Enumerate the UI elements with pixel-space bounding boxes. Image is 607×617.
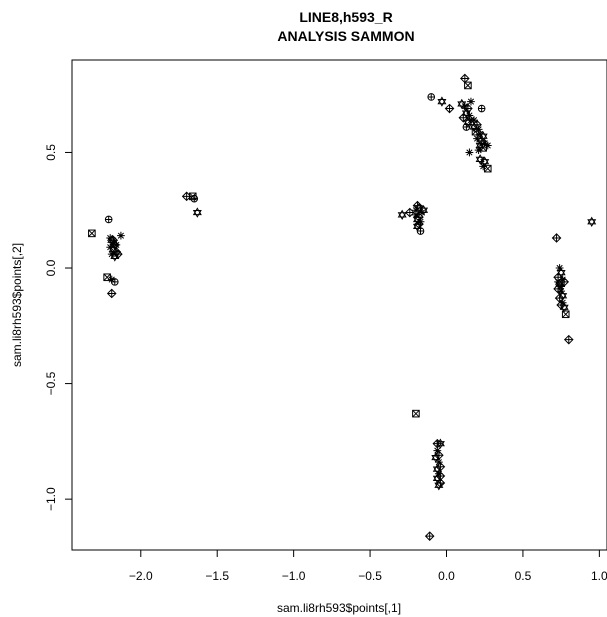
data-point: [477, 104, 486, 113]
x-axis: −2.0 −1.5 −1.0 −0.5 0.0 0.5 1.0: [129, 549, 607, 583]
data-point: [557, 282, 566, 291]
data-point: [190, 194, 199, 203]
data-point: [464, 81, 472, 90]
data-point: [433, 446, 442, 455]
data-point: [104, 215, 113, 224]
data-point: [405, 207, 415, 218]
data-point: [458, 112, 469, 123]
data-point: [561, 310, 570, 319]
data-point: [559, 302, 569, 313]
data-point: [555, 264, 564, 272]
data-point: [427, 93, 436, 101]
data-point: [192, 207, 202, 218]
y-tick-label: −1.0: [44, 487, 58, 511]
x-tick-label: −1.0: [282, 569, 306, 583]
x-tick-label: 1.0: [591, 569, 607, 583]
data-point: [111, 278, 119, 286]
data-point: [474, 146, 483, 155]
data-point: [483, 164, 492, 173]
chart-subtitle: ANALYSIS SAMMON: [277, 28, 414, 44]
x-tick-label: −1.5: [205, 569, 229, 583]
chart-title: LINE8,h593_R: [299, 9, 392, 25]
data-point: [434, 458, 443, 467]
data-point: [460, 102, 469, 111]
data-point: [563, 334, 574, 345]
data-point: [435, 438, 445, 449]
data-point: [554, 277, 562, 286]
x-tick-label: −2.0: [129, 569, 153, 583]
y-tick-label: 0.5: [44, 144, 58, 161]
x-tick-label: 0.5: [515, 569, 532, 583]
data-point: [416, 227, 425, 235]
data-point: [479, 162, 488, 171]
data-point: [551, 233, 562, 243]
data-point: [460, 73, 470, 84]
data-point: [432, 438, 443, 449]
y-tick-label: 0.0: [44, 259, 58, 276]
data-point: [467, 97, 475, 106]
data-point: [483, 141, 492, 150]
data-point: [106, 288, 117, 299]
data-point: [434, 480, 444, 491]
data-point: [480, 139, 489, 148]
data-point: [107, 275, 116, 284]
data-point: [412, 210, 420, 219]
data-point: [88, 229, 96, 238]
y-axis: −1.0 −0.5 0.0 0.5: [44, 144, 73, 511]
data-point: [431, 452, 441, 463]
plot-frame: [71, 59, 607, 551]
data-points: [88, 73, 597, 541]
data-point: [419, 205, 429, 216]
data-point: [587, 216, 597, 227]
data-point: [397, 209, 407, 221]
data-point: [556, 267, 566, 278]
x-axis-label: sam.li8rh593$points[,1]: [277, 601, 401, 615]
data-point: [465, 148, 474, 157]
y-tick-label: −0.5: [44, 371, 58, 395]
data-point: [557, 287, 566, 296]
x-tick-label: 0.0: [438, 569, 455, 583]
data-point: [462, 123, 471, 131]
y-axis-label: sam.li8rh593$points[,2]: [10, 243, 24, 367]
data-point: [465, 111, 474, 120]
data-point: [432, 473, 442, 484]
data-point: [112, 241, 121, 249]
x-tick-label: −0.5: [358, 569, 382, 583]
data-point: [437, 96, 447, 107]
data-point: [117, 231, 125, 240]
data-point: [473, 134, 481, 143]
data-point: [108, 235, 119, 246]
data-point: [113, 249, 123, 259]
data-point: [424, 531, 435, 541]
data-point: [444, 103, 455, 114]
data-point: [412, 409, 420, 418]
data-point: [470, 116, 478, 124]
